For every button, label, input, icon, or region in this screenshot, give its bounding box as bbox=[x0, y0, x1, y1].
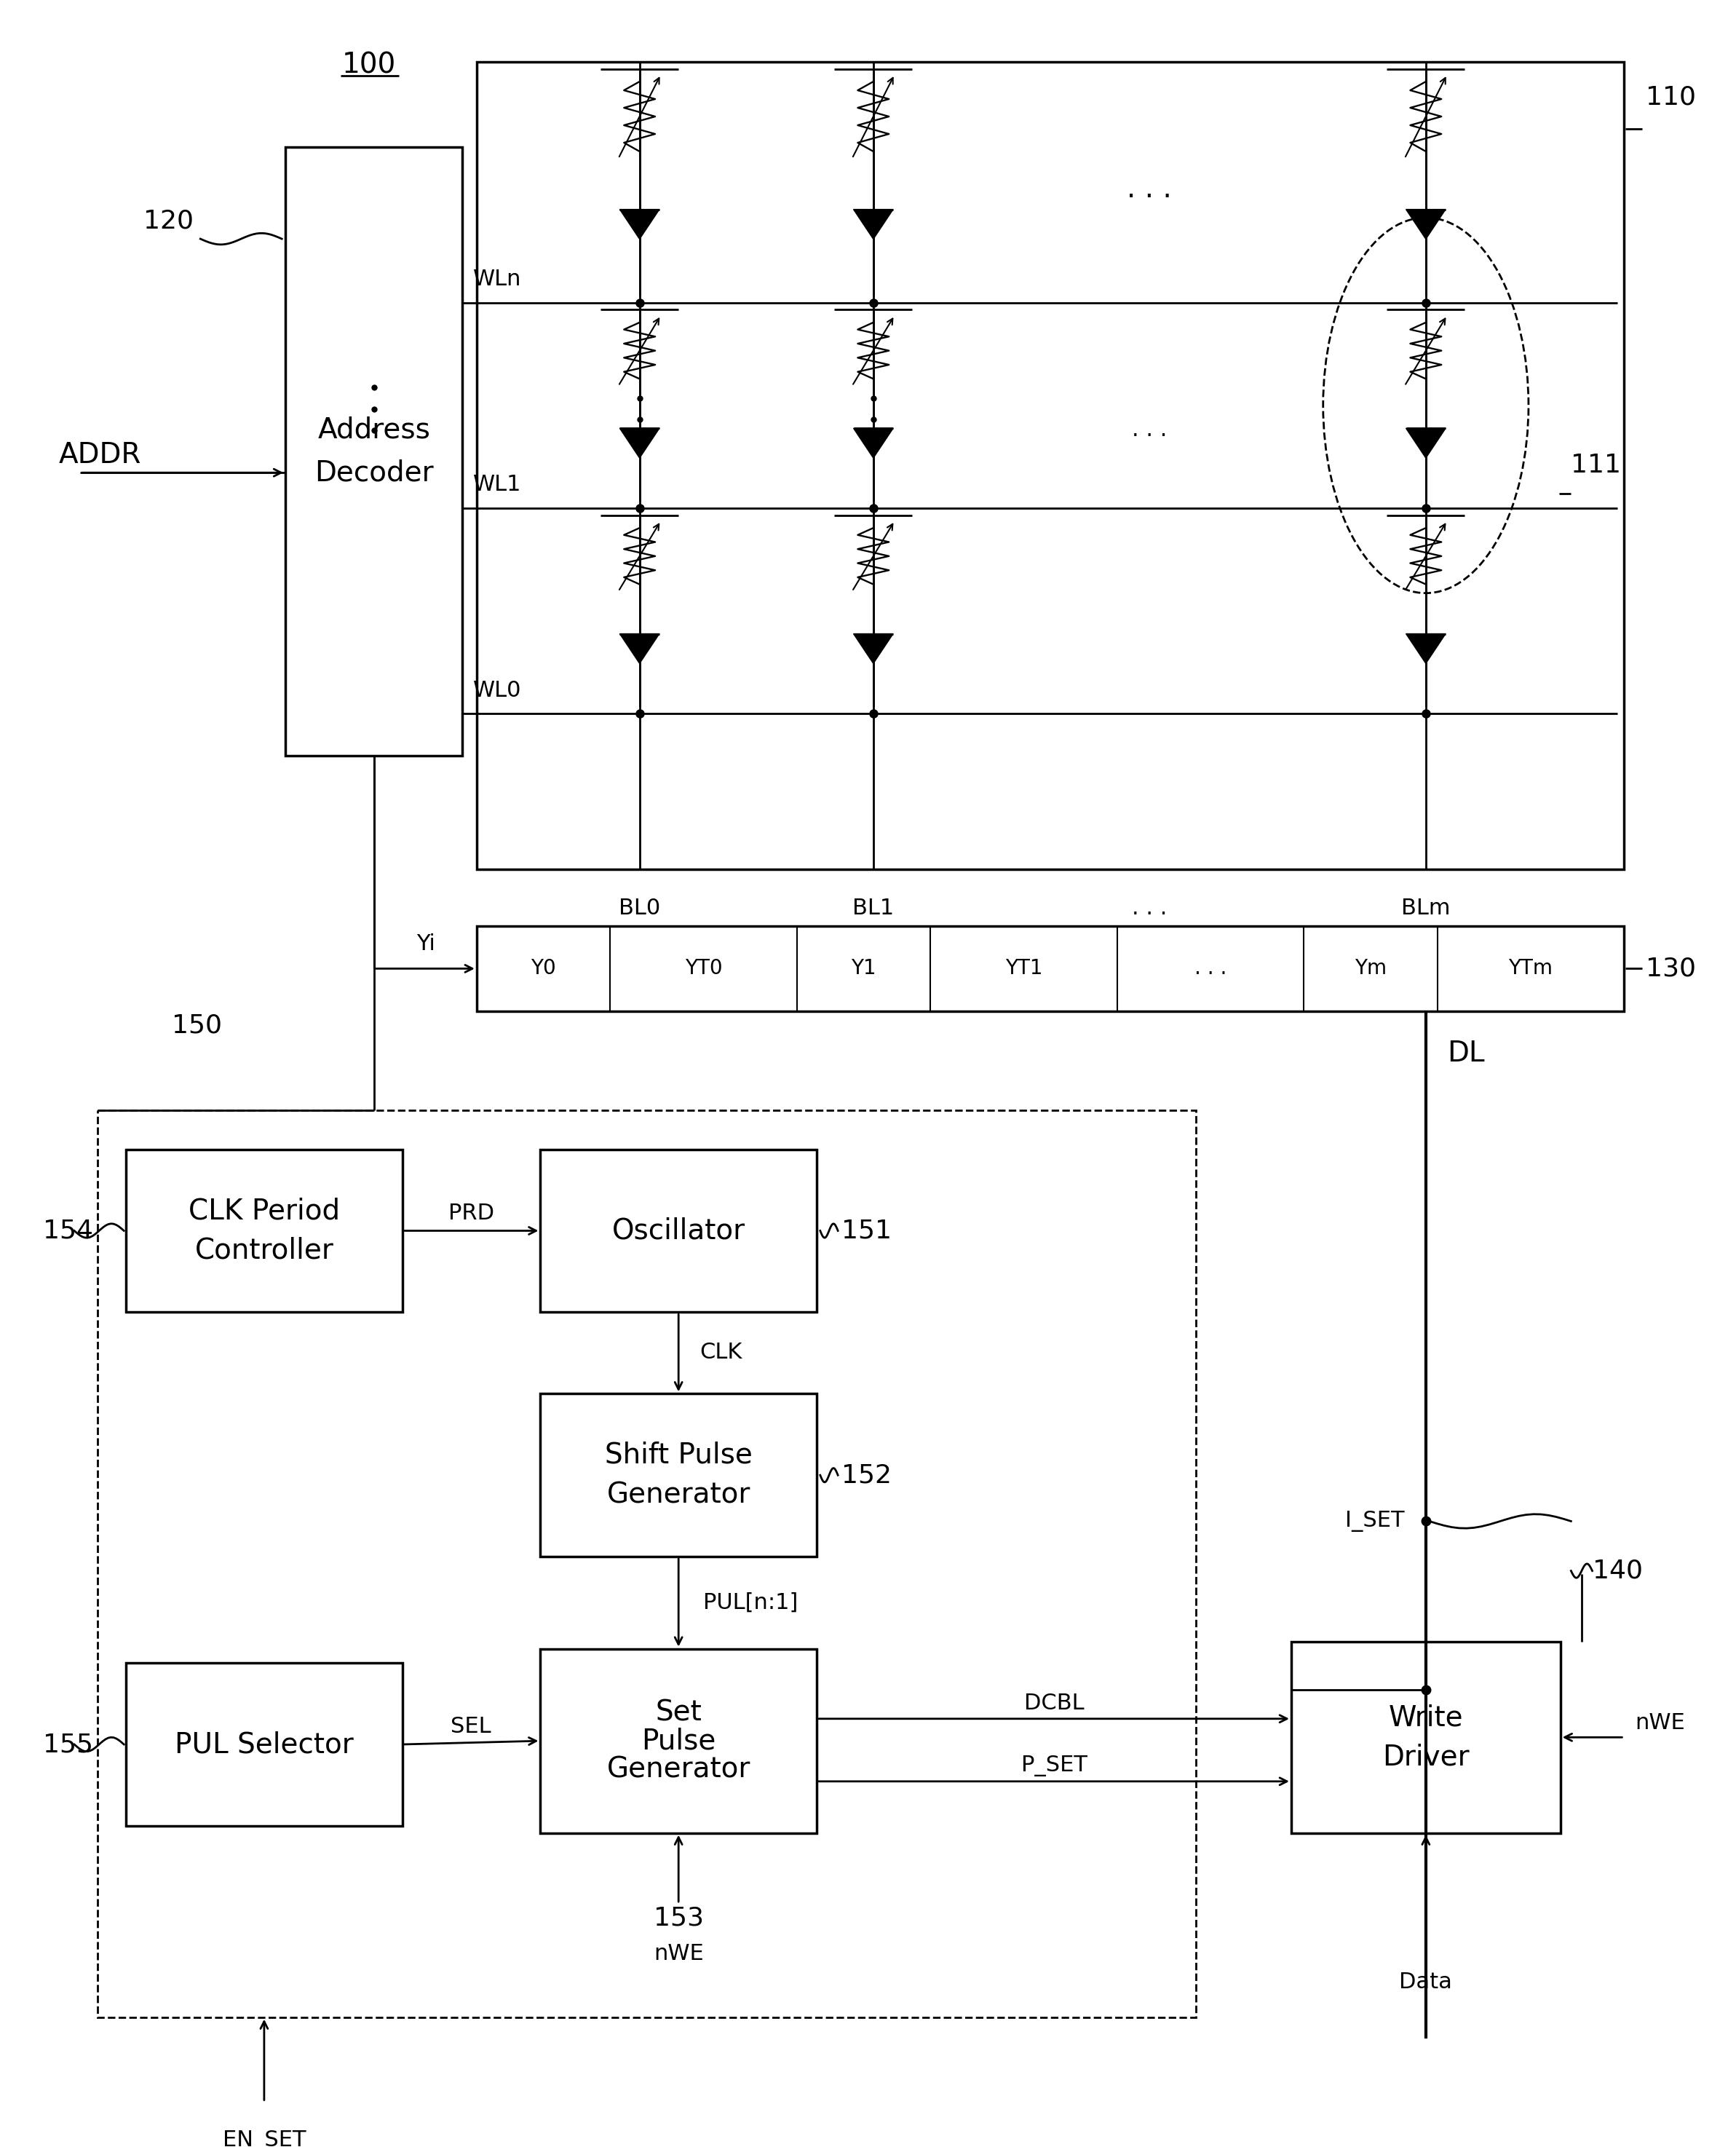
Polygon shape bbox=[620, 633, 660, 663]
Polygon shape bbox=[1406, 633, 1446, 663]
Text: WLn: WLn bbox=[474, 268, 521, 290]
Text: . . .: . . . bbox=[1132, 897, 1167, 919]
Text: 100: 100 bbox=[342, 52, 396, 79]
Bar bbox=[1292, 1642, 1561, 1834]
Text: 155: 155 bbox=[43, 1733, 94, 1756]
Text: Address: Address bbox=[318, 417, 431, 444]
Text: 120: 120 bbox=[144, 208, 194, 234]
Bar bbox=[540, 1649, 816, 1834]
Text: BL1: BL1 bbox=[852, 897, 894, 919]
Text: 150: 150 bbox=[172, 1013, 222, 1037]
Bar bbox=[540, 1149, 816, 1312]
Text: 110: 110 bbox=[1646, 84, 1696, 109]
Bar bbox=[97, 1110, 1196, 2018]
Text: Driver: Driver bbox=[1382, 1743, 1469, 1771]
Polygon shape bbox=[854, 427, 892, 457]
Bar bbox=[540, 1393, 816, 1557]
Text: BL0: BL0 bbox=[618, 897, 660, 919]
Text: . . .: . . . bbox=[1194, 958, 1227, 979]
Text: I_SET: I_SET bbox=[1345, 1511, 1404, 1531]
Text: YTm: YTm bbox=[1509, 958, 1554, 979]
Text: 153: 153 bbox=[653, 1907, 703, 1930]
Text: BLm: BLm bbox=[1401, 897, 1450, 919]
Text: WL0: WL0 bbox=[474, 681, 521, 700]
Text: Controller: Controller bbox=[194, 1237, 333, 1265]
Text: Ym: Ym bbox=[1354, 958, 1387, 979]
Text: PUL Selector: PUL Selector bbox=[175, 1730, 354, 1758]
Text: 154: 154 bbox=[43, 1217, 94, 1243]
Text: YT0: YT0 bbox=[684, 958, 722, 979]
Text: YT1: YT1 bbox=[1005, 958, 1042, 979]
Text: DCBL: DCBL bbox=[1024, 1692, 1083, 1713]
Polygon shape bbox=[854, 633, 892, 663]
Text: Oscillator: Oscillator bbox=[611, 1217, 745, 1245]
Text: EN_SET: EN_SET bbox=[222, 2130, 306, 2147]
Polygon shape bbox=[1406, 427, 1446, 457]
Text: Decoder: Decoder bbox=[314, 459, 434, 487]
Bar bbox=[477, 925, 1625, 1011]
Text: WL1: WL1 bbox=[474, 474, 521, 496]
Text: nWE: nWE bbox=[1635, 1713, 1686, 1735]
Text: 130: 130 bbox=[1646, 955, 1696, 981]
Bar bbox=[477, 62, 1625, 870]
Text: Y1: Y1 bbox=[851, 958, 877, 979]
Polygon shape bbox=[854, 210, 892, 238]
Text: Shift Pulse: Shift Pulse bbox=[604, 1441, 752, 1469]
Polygon shape bbox=[1406, 210, 1446, 238]
Text: P_SET: P_SET bbox=[1021, 1756, 1087, 1776]
Text: PUL[n:1]: PUL[n:1] bbox=[703, 1593, 799, 1612]
Text: PRD: PRD bbox=[448, 1202, 495, 1224]
Text: ADDR: ADDR bbox=[59, 442, 141, 468]
Text: 140: 140 bbox=[1592, 1559, 1642, 1582]
Text: . . .: . . . bbox=[1132, 419, 1167, 440]
Text: Data: Data bbox=[1399, 1971, 1453, 1992]
Text: . . .: . . . bbox=[1127, 176, 1172, 204]
Text: Y0: Y0 bbox=[531, 958, 556, 979]
Text: CLK Period: CLK Period bbox=[189, 1198, 340, 1224]
Bar bbox=[285, 146, 462, 756]
Text: 111: 111 bbox=[1571, 453, 1621, 479]
Text: Generator: Generator bbox=[606, 1481, 750, 1509]
Text: CLK: CLK bbox=[700, 1342, 743, 1363]
Text: Write: Write bbox=[1389, 1703, 1463, 1730]
Text: DL: DL bbox=[1448, 1039, 1484, 1067]
Text: Yi: Yi bbox=[417, 934, 436, 955]
Text: Pulse: Pulse bbox=[641, 1726, 715, 1754]
Text: SEL: SEL bbox=[451, 1715, 491, 1737]
Text: Set: Set bbox=[654, 1698, 701, 1726]
Bar bbox=[127, 1664, 403, 1825]
Polygon shape bbox=[620, 210, 660, 238]
Polygon shape bbox=[620, 427, 660, 457]
Text: 151: 151 bbox=[842, 1217, 892, 1243]
Text: Generator: Generator bbox=[606, 1756, 750, 1782]
Text: 152: 152 bbox=[842, 1462, 892, 1488]
Text: nWE: nWE bbox=[653, 1943, 703, 1965]
Bar bbox=[127, 1149, 403, 1312]
